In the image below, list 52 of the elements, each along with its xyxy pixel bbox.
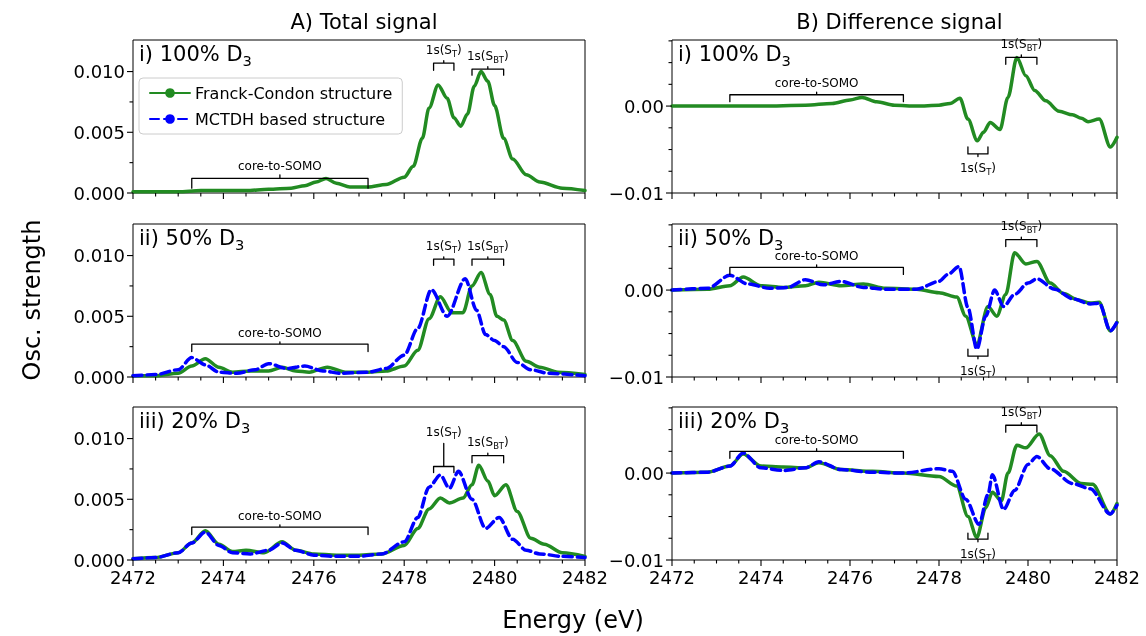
y-tick-label: −0.01 bbox=[608, 366, 664, 388]
x-tick-label: 2478 bbox=[916, 566, 962, 588]
x-tick-label: 2480 bbox=[471, 566, 518, 588]
annotation: 1s(S$_{BT}$) bbox=[466, 48, 509, 66]
y-tick-label: 0.005 bbox=[73, 121, 125, 143]
annotation: 1s(S$_{T}$) bbox=[959, 546, 996, 564]
annotation: 1s(S$_{BT}$) bbox=[466, 435, 509, 453]
x-tick-label: 2476 bbox=[290, 566, 337, 588]
y-tick-label: 0.000 bbox=[73, 366, 125, 388]
chart-title: A) Total signal bbox=[290, 9, 438, 34]
annotation: i) 100% D$_{3}$ bbox=[678, 42, 791, 71]
annotation: 1s(S$_{BT}$) bbox=[1000, 404, 1043, 422]
y-tick-label: 0.005 bbox=[73, 488, 125, 510]
annotation: 1s(S$_{T}$) bbox=[425, 42, 462, 60]
annotation: 1s(S$_{T}$) bbox=[959, 161, 996, 179]
annotation: 1s(S$_{T}$) bbox=[425, 238, 462, 256]
x-tick-label: 2478 bbox=[381, 566, 428, 588]
annotation: 1s(S$_{BT}$) bbox=[466, 238, 509, 256]
annotation: core-to-SOMO bbox=[237, 508, 322, 524]
annotation: ii) 50% D$_{3}$ bbox=[139, 226, 245, 255]
legend-label: MCTDH based structure bbox=[195, 109, 386, 129]
y-tick-label: 0.010 bbox=[73, 428, 125, 450]
y-axis-title: Osc. strength bbox=[18, 219, 46, 381]
y-tick-label: 0.000 bbox=[73, 182, 125, 204]
annotation: i) 100% D$_{3}$ bbox=[139, 42, 252, 71]
annotation: core-to-SOMO bbox=[237, 325, 322, 341]
annotation: 1s(S$_{T}$) bbox=[959, 363, 996, 381]
annotation: 1s(S$_{BT}$) bbox=[1000, 218, 1043, 237]
annotation: 1s(S$_{BT}$) bbox=[1000, 36, 1043, 54]
legend-label: Franck-Condon structure bbox=[195, 83, 393, 103]
y-tick-label: −0.01 bbox=[608, 182, 664, 204]
x-axis-title: Energy (eV) bbox=[502, 606, 644, 634]
x-tick-label: 2476 bbox=[827, 566, 873, 588]
y-tick-label: 0.010 bbox=[73, 245, 125, 267]
annotation: core-to-SOMO bbox=[237, 158, 322, 174]
line-series bbox=[670, 264, 1119, 351]
line-series bbox=[131, 69, 587, 194]
annotation: iii) 20% D$_{3}$ bbox=[139, 409, 251, 438]
y-tick-label: 0.010 bbox=[73, 61, 125, 83]
y-tick-label: 0.00 bbox=[623, 462, 664, 484]
x-tick-label: 2482 bbox=[562, 566, 608, 588]
x-tick-label: 2480 bbox=[1005, 566, 1051, 588]
y-tick-label: 0.00 bbox=[623, 95, 664, 117]
y-tick-label: 0.00 bbox=[623, 279, 664, 301]
y-tick-label: 0.005 bbox=[73, 305, 125, 327]
annotation: core-to-SOMO bbox=[774, 76, 859, 92]
line-series bbox=[670, 451, 1119, 527]
chart-title: B) Difference signal bbox=[796, 9, 1003, 34]
x-tick-label: 2474 bbox=[738, 566, 784, 588]
x-tick-label: 2482 bbox=[1094, 566, 1140, 588]
annotation: 1s(S$_{T}$) bbox=[425, 425, 462, 443]
x-tick-label: 2474 bbox=[200, 566, 247, 588]
